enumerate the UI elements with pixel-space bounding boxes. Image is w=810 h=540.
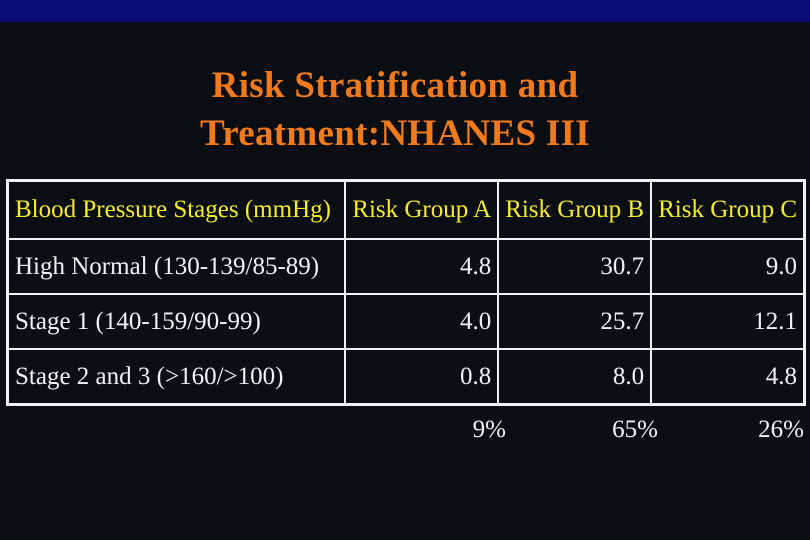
total-risk-group-b: 65% xyxy=(612,416,658,443)
table-header-row: Blood Pressure Stages (mmHg) Risk Group … xyxy=(6,179,806,240)
title-line-2: Treatment:NHANES III xyxy=(199,113,591,154)
header-risk-group-b: Risk Group B xyxy=(497,179,653,240)
cell-risk-c: 4.8 xyxy=(650,348,806,406)
total-risk-group-c: 26% xyxy=(758,416,804,443)
slide-title: Risk Stratification and Treatment:NHANES… xyxy=(0,62,790,158)
header-risk-group-c: Risk Group C xyxy=(650,179,806,240)
row-stage-label: Stage 1 (140-159/90-99) xyxy=(6,293,347,350)
cell-risk-a: 4.8 xyxy=(344,238,500,295)
header-bp-stages: Blood Pressure Stages (mmHg) xyxy=(6,179,347,240)
table-row: High Normal (130-139/85-89) 4.8 30.7 9.0 xyxy=(6,238,806,295)
table-row: Stage 1 (140-159/90-99) 4.0 25.7 12.1 xyxy=(6,293,806,350)
header-risk-group-a: Risk Group A xyxy=(344,179,500,240)
cell-risk-c: 12.1 xyxy=(650,293,806,350)
table-row: Stage 2 and 3 (>160/>100) 0.8 8.0 4.8 xyxy=(6,348,806,406)
cell-risk-b: 30.7 xyxy=(497,238,653,295)
row-stage-label: Stage 2 and 3 (>160/>100) xyxy=(6,348,347,406)
top-color-strip xyxy=(0,0,810,22)
cell-risk-c: 9.0 xyxy=(650,238,806,295)
row-stage-label: High Normal (130-139/85-89) xyxy=(6,238,347,295)
cell-risk-a: 4.0 xyxy=(344,293,500,350)
total-risk-group-a: 9% xyxy=(472,416,506,443)
risk-table: Blood Pressure Stages (mmHg) Risk Group … xyxy=(6,179,806,406)
cell-risk-b: 25.7 xyxy=(497,293,653,350)
title-line-1: Risk Stratification and xyxy=(211,65,579,106)
cell-risk-b: 8.0 xyxy=(497,348,653,406)
cell-risk-a: 0.8 xyxy=(344,348,500,406)
